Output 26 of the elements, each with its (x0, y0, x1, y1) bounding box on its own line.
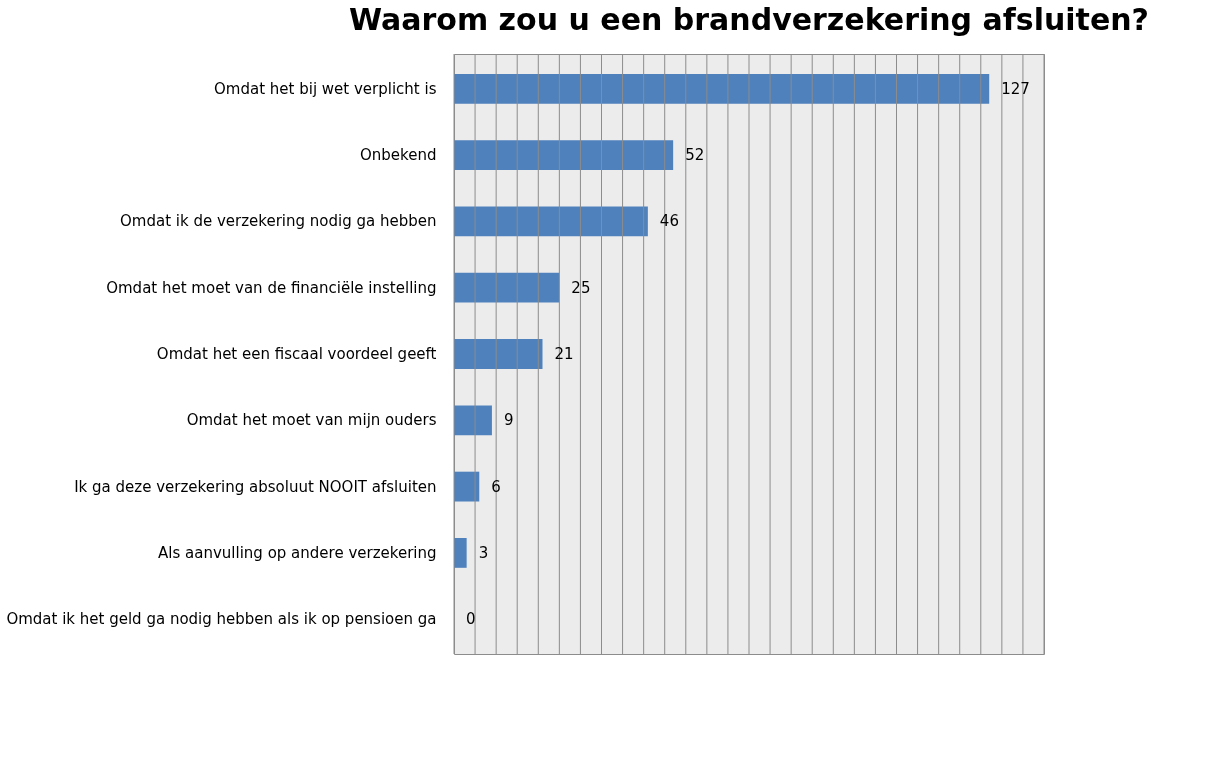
bar (454, 206, 648, 237)
data-label: 52 (685, 146, 705, 165)
y-tick-label: Ik ga deze verzekering absoluut NOOIT afsluiten (74, 477, 437, 496)
y-tick-label: Omdat ik de verzekering nodig ga hebben (120, 212, 437, 231)
data-label: 6 (491, 477, 501, 496)
bar (454, 405, 492, 436)
chart-title: Waarom zou u een brandverzekering afsluiten? (348, 1, 1150, 37)
data-label: 9 (503, 411, 514, 430)
data-label: 3 (478, 543, 489, 562)
y-tick-label: Omdat het moet van mijn ouders (186, 411, 437, 430)
data-label: 127 (1001, 79, 1030, 98)
y-tick-label: Omdat ik het geld ga nodig hebben als ik op pensioen ga (6, 610, 437, 629)
data-label: 21 (554, 345, 574, 363)
y-tick-label: Onbekend (360, 146, 437, 165)
data-label: 46 (659, 212, 679, 231)
y-tick-label: Omdat het moet van de financiële instelling (106, 278, 437, 297)
bar (454, 339, 543, 369)
data-label: 0 (466, 610, 476, 629)
y-tick-label: Als aanvulling op andere verzekering (158, 543, 437, 562)
y-tick-label: Omdat het bij wet verplicht is (214, 79, 437, 98)
data-label: 25 (571, 278, 591, 297)
y-tick-label: Omdat het een fiscaal voordeel geeft (156, 345, 437, 363)
bar (454, 537, 467, 568)
bar (454, 73, 990, 104)
bar (454, 140, 674, 171)
bar (454, 272, 560, 303)
